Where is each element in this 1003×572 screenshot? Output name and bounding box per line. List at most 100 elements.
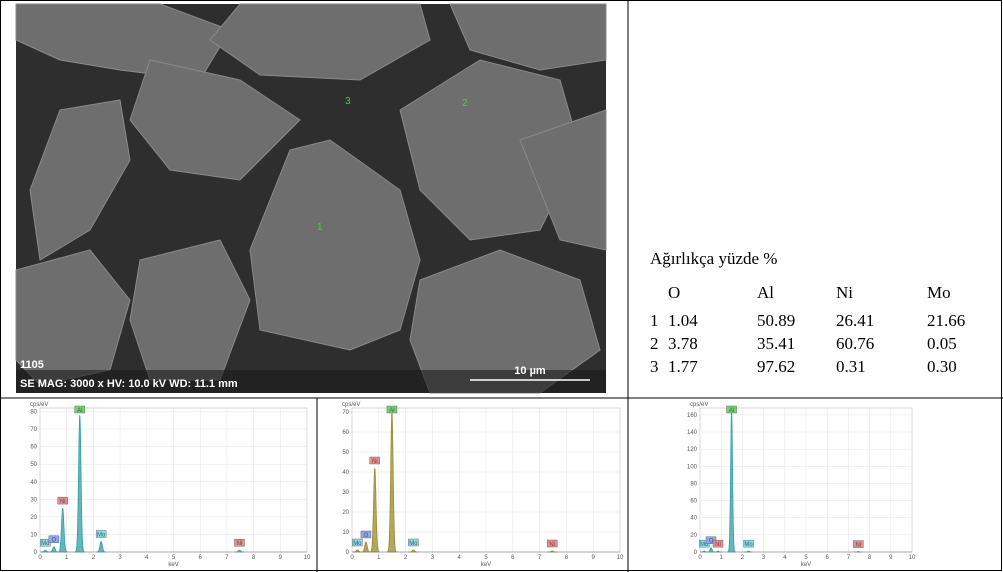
peak-label: Mo	[97, 532, 106, 538]
x-tick-label: 4	[783, 555, 787, 561]
x-tick-label: 8	[252, 555, 256, 561]
y-tick-label: 0	[34, 550, 38, 556]
figure: 1105 SE MAG: 3000 x HV: 10.0 kV WD: 11.1…	[0, 0, 1003, 572]
page: 1105 SE MAG: 3000 x HV: 10.0 kV WD: 11.1…	[0, 0, 1003, 572]
y-axis-label: cps/eV	[690, 402, 708, 408]
peak-label: O	[364, 533, 369, 539]
x-tick-label: 5	[484, 555, 488, 561]
table-cell: 0.31	[836, 357, 866, 376]
peak-label: Al	[77, 408, 82, 414]
scale-label: 10 µm	[514, 365, 546, 377]
x-tick-label: 2	[741, 555, 745, 561]
peak-label: Mo	[353, 541, 362, 547]
peak-label: Al	[389, 408, 394, 414]
table-cell: 3	[650, 357, 659, 376]
table-cell: 0.30	[927, 357, 957, 376]
y-tick-label: 30	[342, 490, 349, 496]
y-tick-label: 50	[30, 462, 37, 468]
y-tick-label: 20	[30, 515, 37, 521]
y-axis-label: cps/eV	[342, 402, 360, 408]
table-cell: 1.77	[668, 357, 698, 376]
table-cell: 0.05	[927, 334, 957, 353]
x-tick-label: 2	[404, 555, 408, 561]
x-tick-label: 0	[38, 555, 42, 561]
table-header: Mo	[927, 283, 951, 302]
y-tick-label: 60	[342, 430, 349, 436]
sem-id: 1105	[20, 359, 44, 371]
x-tick-label: 6	[511, 555, 515, 561]
point-label: 3	[345, 96, 351, 107]
y-tick-label: 20	[690, 533, 697, 539]
x-tick-label: 9	[279, 555, 283, 561]
peak-label: Ni	[856, 543, 862, 549]
x-tick-label: 9	[889, 555, 893, 561]
x-tick-label: 9	[592, 555, 596, 561]
x-tick-label: 1	[65, 555, 69, 561]
x-tick-label: 7	[847, 555, 851, 561]
x-tick-label: 5	[804, 555, 808, 561]
table-header: Ni	[836, 283, 853, 302]
y-tick-label: 60	[690, 499, 697, 505]
x-axis-label: keV	[168, 562, 178, 568]
y-tick-label: 50	[342, 450, 349, 456]
x-axis-label: keV	[801, 562, 811, 568]
table-cell: 2	[650, 334, 659, 353]
x-tick-label: 6	[826, 555, 830, 561]
y-axis-label: cps/eV	[30, 402, 48, 408]
x-tick-label: 0	[350, 555, 354, 561]
x-tick-label: 0	[698, 555, 702, 561]
table-cell: 1	[650, 311, 659, 330]
x-tick-label: 4	[145, 555, 149, 561]
x-tick-label: 5	[172, 555, 176, 561]
y-tick-label: 0	[694, 550, 698, 556]
peak-label: Mo	[744, 542, 753, 548]
y-tick-label: 20	[342, 510, 349, 516]
y-tick-label: 70	[30, 427, 37, 433]
table-cell: 35.41	[757, 334, 795, 353]
sem-info: SE MAG: 3000 x HV: 10.0 kV WD: 11.1 mm	[20, 378, 238, 390]
table-cell: 3.78	[668, 334, 698, 353]
table-cell: 50.89	[757, 311, 795, 330]
peak-label: Ni	[549, 542, 555, 548]
x-tick-label: 7	[538, 555, 542, 561]
table-cell: 21.66	[927, 311, 965, 330]
point-label: 1	[317, 222, 323, 233]
x-tick-label: 3	[431, 555, 435, 561]
y-tick-label: 80	[30, 410, 37, 416]
x-tick-label: 8	[868, 555, 872, 561]
peak-label: Ni	[237, 541, 243, 547]
peak-label: Ni	[372, 459, 378, 465]
y-tick-label: 80	[690, 481, 697, 487]
table-cell: 60.76	[836, 334, 874, 353]
y-tick-label: 40	[342, 470, 349, 476]
table-cell: 1.04	[668, 311, 698, 330]
x-tick-label: 10	[304, 555, 311, 561]
sem-image: 1105 SE MAG: 3000 x HV: 10.0 kV WD: 11.1…	[16, 4, 606, 393]
y-tick-label: 30	[30, 497, 37, 503]
point-label: 2	[462, 98, 468, 109]
x-tick-label: 8	[565, 555, 569, 561]
x-tick-label: 10	[909, 555, 916, 561]
x-tick-label: 1	[720, 555, 724, 561]
y-tick-label: 70	[342, 410, 349, 416]
table-cell: 26.41	[836, 311, 874, 330]
peak-label: Ni	[715, 542, 721, 548]
y-tick-label: 140	[687, 430, 698, 436]
y-tick-label: 160	[687, 413, 698, 419]
y-tick-label: 40	[30, 480, 37, 486]
x-tick-label: 4	[458, 555, 462, 561]
y-tick-label: 120	[687, 447, 698, 453]
peak-label: Al	[729, 408, 734, 414]
x-axis-label: keV	[481, 562, 491, 568]
x-tick-label: 3	[762, 555, 766, 561]
peak-label: Ni	[60, 499, 66, 505]
x-tick-label: 1	[377, 555, 381, 561]
peak-label: Mo	[409, 541, 418, 547]
y-tick-label: 40	[690, 516, 697, 522]
x-tick-label: 3	[118, 555, 122, 561]
y-tick-label: 10	[342, 530, 349, 536]
table-cell: 97.62	[757, 357, 795, 376]
y-tick-label: 60	[30, 445, 37, 451]
